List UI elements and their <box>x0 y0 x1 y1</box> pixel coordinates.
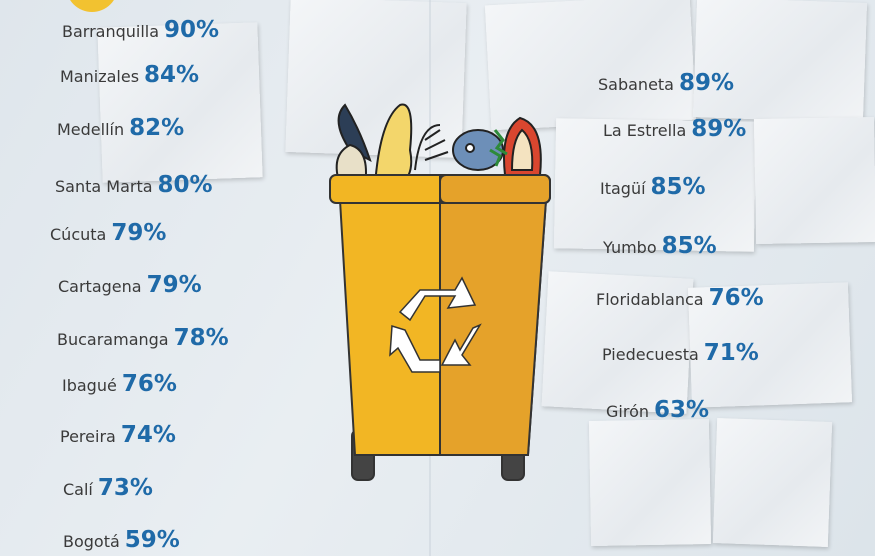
city-name: Medellín <box>57 120 125 139</box>
recycle-symbol <box>389 276 482 373</box>
city-name: Calí <box>63 480 93 499</box>
rate: 84% <box>144 62 200 88</box>
city-name: Girón <box>606 402 649 421</box>
city-name: Bucaramanga <box>57 330 169 349</box>
city-rate: Girón 63% <box>606 397 709 423</box>
rate: 59% <box>124 527 180 553</box>
city-rate: Calí 73% <box>63 475 153 501</box>
rate: 85% <box>650 174 706 200</box>
city-name: Cartagena <box>58 277 142 296</box>
rate: 85% <box>661 233 717 259</box>
food-waste <box>335 103 542 186</box>
city-name: Manizales <box>60 67 140 86</box>
city-rate: Santa Marta 80% <box>55 172 213 198</box>
rate: 76% <box>121 371 177 397</box>
city-name: Itagüí <box>600 179 646 198</box>
city-rate: Pereira 74% <box>60 422 176 448</box>
rate: 73% <box>97 475 153 501</box>
city-name: Santa Marta <box>55 177 153 196</box>
city-rate: Floridablanca 76% <box>596 285 764 311</box>
rate: 90% <box>164 17 220 43</box>
city-name: Barranquilla <box>62 22 160 41</box>
city-name: La Estrella <box>603 121 687 140</box>
city-rate: Bucaramanga 78% <box>57 325 229 351</box>
city-name: Ibagué <box>62 376 117 395</box>
city-rate: Medellín 82% <box>57 115 184 141</box>
city-rate: Ibagué 76% <box>62 371 177 397</box>
rate: 89% <box>691 116 747 142</box>
city-name: Floridablanca <box>596 290 704 309</box>
city-name: Pereira <box>60 427 116 446</box>
rate: 89% <box>678 70 735 96</box>
city-name: Piedecuesta <box>602 345 699 364</box>
rate: 71% <box>703 340 759 366</box>
city-name: Bogotá <box>63 532 120 551</box>
city-rate: Barranquilla 90% <box>62 17 219 43</box>
city-rate: Sabaneta 89% <box>598 70 734 96</box>
rate: 74% <box>120 422 176 448</box>
rate: 78% <box>173 325 229 351</box>
rate: 82% <box>129 115 185 141</box>
city-name: Yumbo <box>603 238 657 257</box>
city-rate: La Estrella 89% <box>603 116 746 142</box>
city-rate: Yumbo 85% <box>603 233 717 259</box>
city-rate: Itagüí 85% <box>600 174 706 200</box>
rate: 76% <box>708 285 764 311</box>
city-rate: Piedecuesta 71% <box>602 340 759 366</box>
city-rate: Bogotá 59% <box>63 527 180 553</box>
city-rate: Manizales 84% <box>60 62 199 88</box>
bin <box>329 174 551 481</box>
city-name: Cúcuta <box>50 225 107 244</box>
rate: 79% <box>111 220 167 246</box>
badge <box>70 0 114 12</box>
city-rate: Cúcuta 79% <box>50 220 166 246</box>
rate: 80% <box>157 172 213 198</box>
city-rate: Cartagena 79% <box>58 272 202 298</box>
rate: 79% <box>146 272 202 298</box>
city-name: Sabaneta <box>598 75 674 94</box>
rate: 63% <box>654 397 710 423</box>
